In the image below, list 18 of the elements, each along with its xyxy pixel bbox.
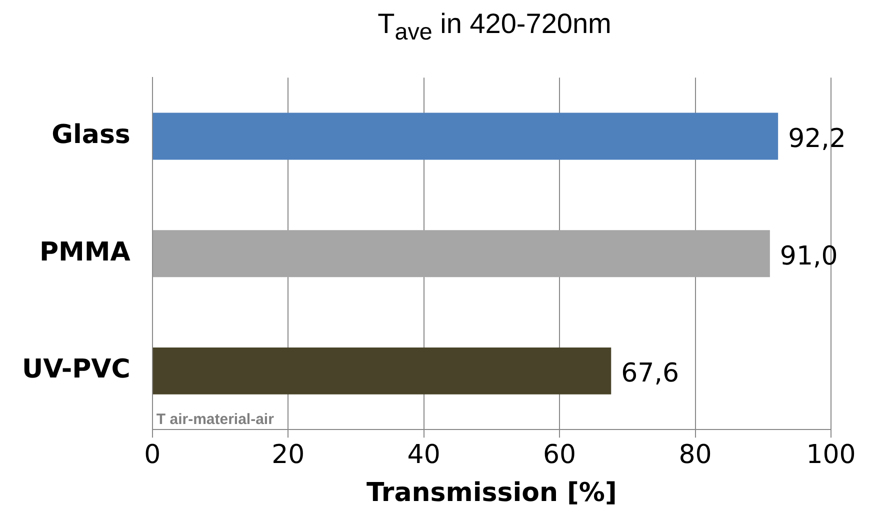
x-tick-label: 60 [543, 440, 576, 470]
x-tick-label: 100 [806, 440, 856, 470]
x-tick-label: 20 [272, 440, 305, 470]
chart-title: T$_{ave}$ in 420-720nm [376, 8, 612, 47]
data-label: 92,2 [788, 124, 846, 154]
x-tick-label: 80 [678, 440, 712, 470]
x-tick-label: 0 [144, 440, 161, 470]
y-tick-label: PMMA [39, 237, 130, 268]
bar [152, 347, 612, 394]
y-tick-label: Glass [52, 120, 130, 150]
x-tick-label: 40 [407, 440, 440, 470]
annotation: T air-material-air [156, 411, 274, 428]
x-axis-title: Transmission [%] [366, 478, 617, 508]
bar [152, 230, 770, 278]
y-tick-label: UV-PVC [22, 354, 130, 385]
bar [152, 112, 778, 160]
data-label: 67,6 [621, 358, 680, 389]
data-label: 91,0 [780, 241, 838, 272]
